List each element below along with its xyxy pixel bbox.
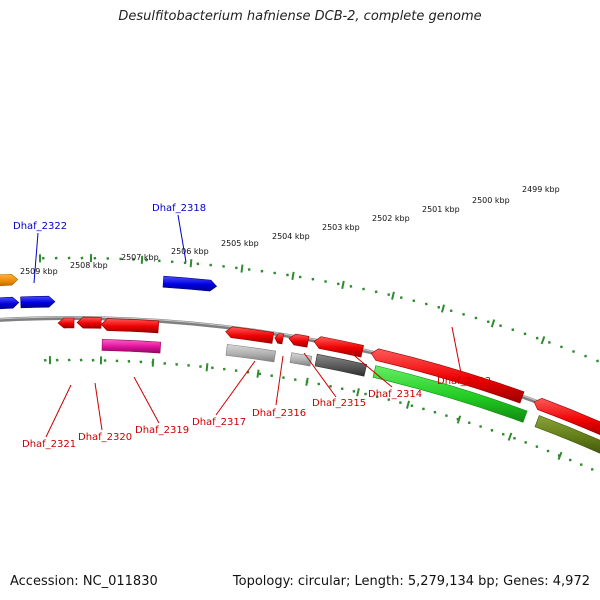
major-tick	[189, 259, 193, 268]
gene-labels[interactable]: Dhaf_2322Dhaf_2318Dhaf_2321Dhaf_2320Dhaf…	[13, 203, 491, 450]
leader-line	[215, 360, 256, 416]
gene-arrow-blue[interactable]	[20, 295, 56, 309]
gene-label[interactable]: Dhaf_2316	[252, 408, 306, 419]
kbp-label: 2507 kbp	[121, 253, 159, 262]
leader-line	[343, 346, 393, 388]
topology-text: Topology: circular; Length: 5,279,134 bp…	[232, 574, 590, 589]
gene-arrow-red[interactable]	[76, 316, 102, 329]
major-tick	[291, 271, 295, 280]
gene-label[interactable]: Dhaf_2320	[78, 432, 132, 443]
kbp-label: 2499 kbp	[522, 185, 560, 194]
kbp-label: 2500 kbp	[472, 196, 510, 205]
kbp-scale-labels: 2509 kbp 2508 kbp 2507 kbp 2506 kbp 2505 kbp…	[20, 185, 560, 276]
gene-arrow-blue[interactable]	[162, 275, 218, 292]
kbp-label: 2501 kbp	[422, 205, 460, 214]
gene-track[interactable]	[0, 273, 600, 458]
leader-line	[275, 355, 284, 406]
major-tick	[405, 400, 411, 409]
major-tick	[391, 291, 395, 300]
major-tick	[440, 304, 446, 313]
gene-label[interactable]: Dhaf_2315	[312, 398, 366, 409]
gene-arrow-red[interactable]	[533, 398, 600, 439]
major-tick	[356, 388, 360, 397]
gene-arrow-red[interactable]	[370, 348, 525, 404]
label-leader-lines	[33, 214, 462, 438]
major-tick	[456, 415, 462, 424]
kbp-label: 2508 kbp	[70, 261, 108, 270]
kbp-label: 2509 kbp	[20, 267, 58, 276]
gene-label[interactable]: Dhaf_2313	[437, 376, 491, 387]
major-tick	[507, 432, 513, 441]
gene-arrow-dark-gray[interactable]	[314, 353, 368, 377]
leader-line	[33, 232, 39, 284]
gene-arrow-magenta[interactable]	[101, 339, 162, 354]
map-title: Desulfitobacterium hafniense DCB-2, comp…	[118, 9, 482, 24]
leader-line	[303, 352, 337, 398]
gene-label[interactable]: Dhaf_2317	[192, 417, 246, 428]
leader-line	[177, 214, 187, 263]
gene-label[interactable]: Dhaf_2321	[22, 439, 76, 450]
major-tick	[540, 336, 546, 345]
major-tick	[151, 358, 155, 367]
major-tick	[240, 264, 244, 273]
major-tick	[557, 451, 563, 460]
gene-arrow-red[interactable]	[313, 336, 364, 358]
gene-arrow-olive[interactable]	[534, 415, 600, 458]
kbp-label: 2504 kbp	[272, 232, 310, 241]
kbp-label: 2503 kbp	[322, 223, 360, 232]
gene-arrow-gray[interactable]	[225, 344, 277, 363]
kbp-label: 2502 kbp	[372, 214, 410, 223]
gene-label[interactable]: Dhaf_2314	[368, 389, 422, 400]
kbp-label: 2505 kbp	[221, 239, 259, 248]
major-tick	[256, 369, 260, 378]
leader-line	[45, 384, 72, 438]
lower-tick-track	[43, 356, 594, 471]
gene-arrow-red[interactable]	[57, 317, 75, 329]
kbp-label: 2506 kbp	[171, 247, 209, 256]
gene-arrow-red[interactable]	[274, 333, 284, 345]
leader-line	[133, 376, 160, 424]
major-tick	[490, 319, 496, 328]
major-tick	[341, 280, 345, 289]
gene-label[interactable]: Dhaf_2319	[135, 425, 189, 436]
accession-text: Accession: NC_011830	[10, 574, 158, 589]
major-tick	[205, 363, 209, 372]
gene-arrow-green[interactable]	[372, 365, 528, 423]
leader-line	[451, 326, 462, 374]
major-tick	[305, 377, 309, 386]
upper-tick-track	[38, 254, 599, 363]
gene-arrow-blue[interactable]	[0, 296, 20, 310]
gene-arrow-red[interactable]	[225, 326, 275, 344]
gene-label[interactable]: Dhaf_2318	[152, 203, 206, 214]
gene-label[interactable]: Dhaf_2322	[13, 221, 67, 232]
gene-arrow-orange[interactable]	[0, 273, 19, 287]
leader-line	[94, 382, 103, 431]
gene-arrow-red[interactable]	[288, 333, 310, 348]
gene-arrow-red[interactable]	[100, 318, 160, 334]
